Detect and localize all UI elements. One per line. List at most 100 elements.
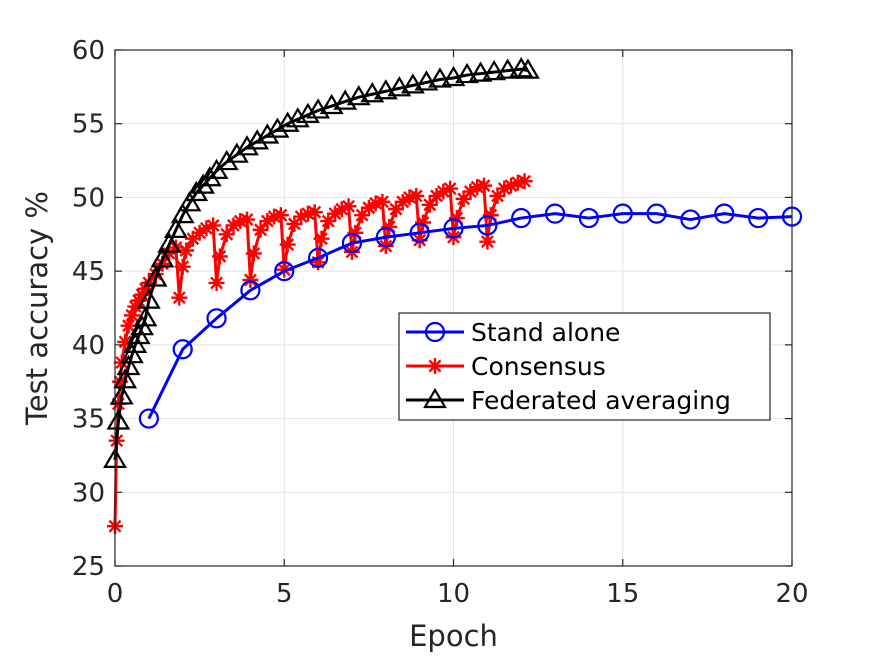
data-point-stand-alone [612,203,633,224]
data-point-federated-averaging [113,368,138,389]
legend-marker-stand-alone [424,321,446,343]
data-point-stand-alone [274,261,295,282]
data-point-consensus [306,204,323,221]
tick-labels: 0 5 10 15 20 25 30 35 40 45 50 55 60 [72,36,809,609]
legend-marker-federated-averaging [423,387,447,409]
data-point-federated-averaging [285,107,310,128]
data-point-federated-averaging [296,102,320,123]
data-point-federated-averaging [509,56,534,78]
legend-entry-federated-averaging: Federated averaging [406,386,731,415]
data-point-consensus [178,242,195,259]
legend-label: Consensus [471,352,606,381]
data-point-stand-alone [544,203,566,224]
data-point-federated-averaging [387,76,412,97]
y-tick-label: 60 [72,36,105,66]
data-point-federated-averaging [265,117,290,138]
data-point-consensus [245,245,262,262]
data-point-consensus [252,221,269,238]
data-point-stand-alone [443,218,464,239]
data-point-consensus [489,187,506,204]
data-point-consensus [272,207,289,224]
data-point-consensus [374,193,391,210]
x-tick-label: 15 [606,579,639,609]
data-point-consensus [516,173,533,190]
data-point-federated-averaging [275,111,300,132]
data-point-federated-averaging [414,70,439,91]
data-point-stand-alone [511,207,532,229]
data-point-stand-alone [714,203,735,224]
legend-label: Federated averaging [471,386,731,415]
y-tick-label: 40 [72,331,105,361]
data-point-federated-averaging [197,166,222,187]
series-stand-alone [138,203,803,429]
data-point-stand-alone [172,339,193,360]
x-tick-label: 0 [107,579,124,609]
data-point-federated-averaging [109,384,134,405]
data-point-federated-averaging [143,266,168,287]
data-point-consensus [171,289,188,306]
data-point-federated-averaging [495,58,520,79]
y-tick-label: 50 [72,183,105,213]
data-point-stand-alone [409,222,430,243]
data-point-consensus [279,236,296,253]
data-point-federated-averaging [120,343,144,364]
data-point-federated-averaging [177,191,202,212]
y-tick-label: 45 [72,257,105,287]
data-point-federated-averaging [346,85,371,106]
data-point-federated-averaging [516,58,540,79]
data-point-federated-averaging [468,61,493,82]
data-point-consensus [174,258,191,275]
data-point-consensus [313,230,330,247]
data-point-consensus [475,177,492,194]
plot-area [103,56,803,535]
data-point-federated-averaging [400,73,425,94]
y-tick-label: 55 [72,110,105,140]
data-point-stand-alone [748,207,769,229]
data-point-consensus [123,307,140,324]
data-point-federated-averaging [157,232,182,253]
data-point-consensus [239,211,256,228]
legend-label: Stand alone [471,318,620,347]
data-point-federated-averaging [373,79,398,100]
data-point-stand-alone [375,227,396,248]
data-point-consensus [211,248,228,265]
data-point-federated-averaging [235,135,259,156]
data-point-federated-averaging [133,306,158,327]
y-tick-label: 35 [72,405,105,435]
data-point-stand-alone [308,247,329,268]
y-axis-label: Test accuracy % [20,191,54,426]
data-point-federated-averaging [214,149,239,171]
y-tick-label: 25 [72,552,105,582]
data-point-federated-averaging [455,62,479,84]
data-point-federated-averaging [255,123,280,144]
data-point-stand-alone [578,207,600,229]
data-point-stand-alone [138,408,159,429]
data-point-federated-averaging [116,354,141,376]
data-point-consensus [408,187,425,204]
data-point-stand-alone [680,209,701,230]
data-point-federated-averaging [164,217,188,238]
series-line-stand-alone [147,212,793,420]
x-tick-label: 10 [437,579,470,609]
data-point-consensus [442,180,459,197]
data-point-consensus [205,217,222,234]
series-federated-averaging [103,56,540,468]
data-point-federated-averaging [184,180,209,202]
data-point-consensus [140,274,157,291]
data-point-federated-averaging [150,247,175,268]
data-point-federated-averaging [428,67,452,88]
legend: Stand alone Consensus Federated averaging [398,312,771,421]
axes [114,49,793,567]
data-point-consensus [479,233,496,250]
x-tick-label: 5 [276,579,293,609]
data-point-federated-averaging [191,173,215,194]
data-point-federated-averaging [245,129,270,150]
data-point-consensus [421,196,438,213]
legend-entry-consensus: Consensus [406,352,606,381]
data-point-consensus [242,271,259,288]
data-point-stand-alone [341,233,363,254]
x-tick-label: 20 [775,579,808,609]
legend-entry-stand-alone: Stand alone [406,318,620,347]
data-point-consensus [218,226,235,243]
